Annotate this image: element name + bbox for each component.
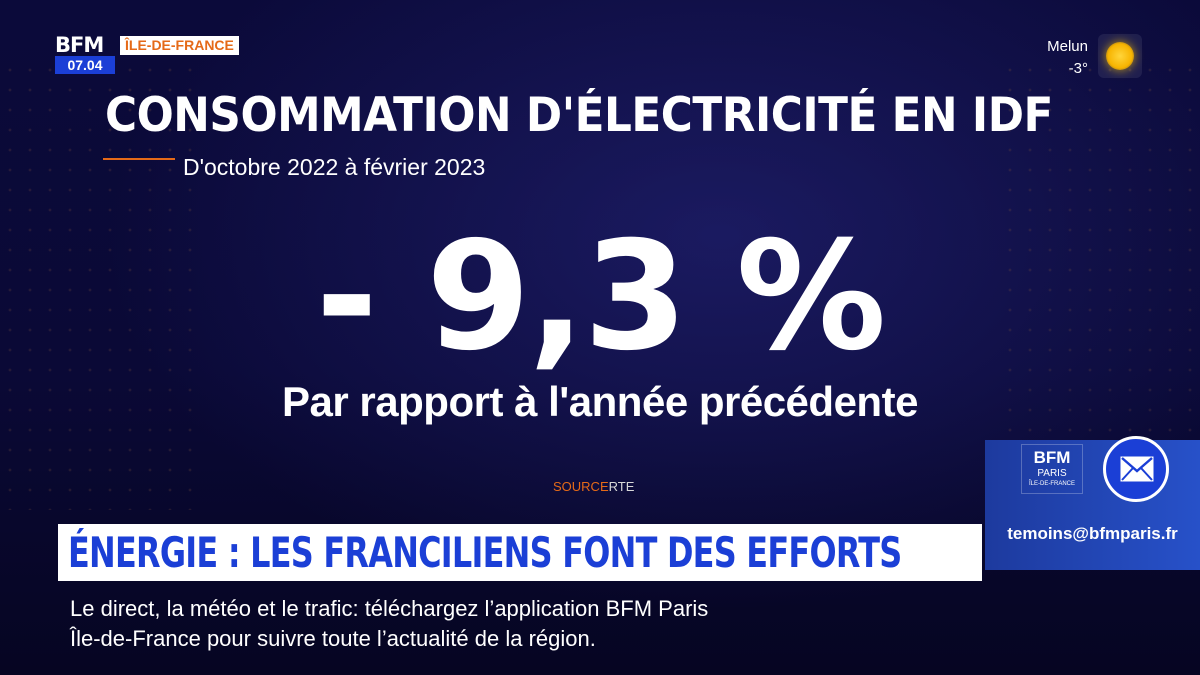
sun-icon [1098, 34, 1142, 78]
contact-logo-city: PARIS [1037, 468, 1067, 479]
stat-caption: Par rapport à l'année précédente [282, 378, 918, 425]
background-dot-pattern-left [0, 60, 200, 510]
source-label: SOURCE [553, 479, 609, 494]
contact-panel: BFM PARIS ÎLE-DE-FRANCE temoins@bfmparis… [985, 436, 1200, 570]
mail-icon[interactable] [1103, 436, 1169, 502]
contact-logo-brand: BFM [1033, 448, 1071, 467]
headline-banner: ÉNERGIE : LES FRANCILIENS FONT DES EFFOR… [58, 524, 982, 581]
headline-text: ÉNERGIE : LES FRANCILIENS FONT DES EFFOR… [68, 528, 902, 577]
subtitle: D'octobre 2022 à février 2023 [183, 154, 486, 180]
clock: 07.04 [55, 56, 115, 74]
background-dot-pattern-right [1000, 60, 1200, 510]
ticker-line-1: Le direct, la météo et le trafic: téléch… [70, 596, 709, 621]
contact-email[interactable]: temoins@bfmparis.fr [1007, 524, 1178, 543]
source-value: RTE [608, 479, 635, 494]
news-ticker: Le direct, la météo et le trafic: téléch… [70, 594, 930, 654]
stat-value: - 9,3 % [315, 210, 887, 384]
weather-temperature: -3° [1068, 60, 1088, 77]
weather-city: Melun [1047, 38, 1088, 55]
title-divider [103, 158, 175, 160]
ticker-line-2: Île-de-France pour suivre toute l’actual… [70, 626, 596, 651]
source-credit: SOURCERTE [553, 479, 634, 494]
contact-logo: BFM PARIS ÎLE-DE-FRANCE [1021, 444, 1083, 494]
page-title: CONSOMMATION D'ÉLECTRICITÉ EN IDF [105, 88, 1053, 143]
region-label: ÎLE-DE-FRANCE [120, 36, 239, 55]
contact-logo-region: ÎLE-DE-FRANCE [1028, 481, 1075, 487]
logo-brand: BFM [55, 33, 104, 57]
